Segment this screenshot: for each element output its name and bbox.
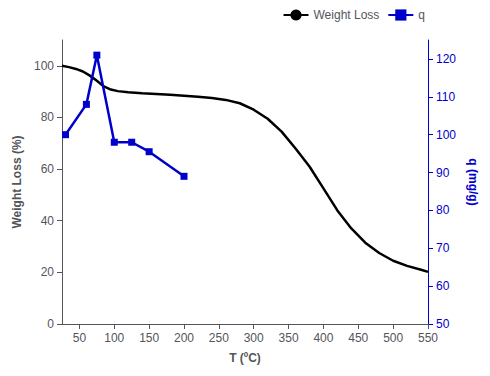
svg-text:80: 80 xyxy=(436,203,450,217)
svg-text:50: 50 xyxy=(436,317,450,331)
svg-text:50: 50 xyxy=(73,331,87,345)
svg-text:120: 120 xyxy=(436,52,456,66)
svg-text:300: 300 xyxy=(244,331,264,345)
svg-text:q (mg/g): q (mg/g) xyxy=(466,158,480,205)
svg-text:400: 400 xyxy=(313,331,333,345)
svg-text:100: 100 xyxy=(436,128,456,142)
svg-text:40: 40 xyxy=(41,214,55,228)
svg-text:q: q xyxy=(418,8,425,22)
svg-text:250: 250 xyxy=(209,331,229,345)
svg-text:Weight Loss: Weight Loss xyxy=(314,8,380,22)
svg-text:90: 90 xyxy=(436,166,450,180)
svg-text:T (ºC): T (ºC) xyxy=(229,351,261,365)
svg-text:70: 70 xyxy=(436,241,450,255)
svg-text:550: 550 xyxy=(418,331,438,345)
svg-text:200: 200 xyxy=(174,331,194,345)
svg-text:0: 0 xyxy=(47,317,54,331)
svg-text:80: 80 xyxy=(41,110,55,124)
svg-text:20: 20 xyxy=(41,265,55,279)
svg-text:450: 450 xyxy=(348,331,368,345)
svg-text:100: 100 xyxy=(104,331,124,345)
svg-text:60: 60 xyxy=(41,162,55,176)
svg-text:110: 110 xyxy=(436,90,455,104)
svg-text:Weight Loss (%): Weight Loss (%) xyxy=(10,135,24,228)
svg-text:60: 60 xyxy=(436,279,450,293)
svg-text:150: 150 xyxy=(139,331,159,345)
svg-text:100: 100 xyxy=(34,59,54,73)
svg-text:350: 350 xyxy=(279,331,299,345)
svg-text:500: 500 xyxy=(383,331,403,345)
